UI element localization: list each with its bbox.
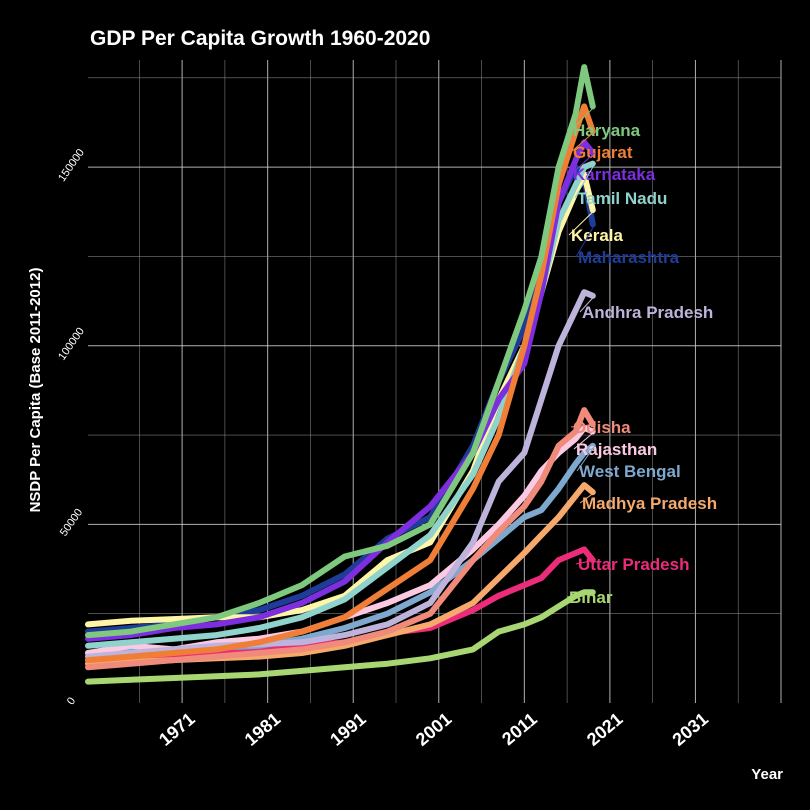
series-label-rajasthan: Rajasthan: [576, 440, 657, 459]
chart-title: GDP Per Capita Growth 1960-2020: [90, 27, 430, 50]
label-connector: [570, 152, 596, 175]
label-connector: [570, 106, 596, 131]
x-axis-label: Year: [751, 766, 783, 783]
series-line-odisha: [85, 407, 596, 671]
x-tick-labels: 1971 1981 1991 2001 2011 2021 2031: [155, 709, 712, 750]
label-connector: [579, 491, 596, 504]
label-connector: [579, 295, 596, 313]
x-tick-label: 1971: [155, 709, 199, 750]
label-connector: [574, 163, 596, 199]
series-label-andhra-pradesh: Andhra Pradesh: [582, 303, 713, 322]
series-end-labels: Haryana Gujarat Karnataka Tamil Nadu Kerala M…: [566, 106, 717, 607]
y-tick-label: 50000: [58, 507, 85, 539]
y-axis-label: NSDP Per Capita (Base 2011-2012): [27, 268, 44, 513]
series-lines: [85, 64, 596, 685]
label-connector: [570, 423, 595, 428]
series-label-madhya-pradesh: Madhya Pradesh: [582, 494, 717, 513]
x-tick-label: 2011: [498, 709, 541, 749]
y-tick-labels: 0 50000 100000 150000: [56, 147, 87, 707]
series-label-kerala: Kerala: [571, 226, 624, 245]
x-tick-label: 1991: [326, 709, 370, 750]
y-tick-label: 100000: [56, 326, 87, 363]
x-tick-label: 1981: [241, 709, 285, 750]
series-label-haryana: Haryana: [573, 121, 641, 140]
series-label-maharashtra: Maharashtra: [578, 248, 680, 267]
label-connector: [575, 224, 596, 258]
series-label-odisha: Odisha: [573, 418, 631, 437]
series-line-bihar: [85, 589, 596, 685]
series-line-uttar-pradesh: [85, 546, 596, 664]
series-label-karnataka: Karnataka: [573, 165, 656, 184]
series-label-west-bengal: West Bengal: [579, 462, 681, 481]
label-connector: [576, 445, 596, 472]
series-line-haryana: [85, 64, 596, 639]
label-connector: [566, 591, 595, 598]
series-label-uttar-pradesh: Uttar Pradesh: [578, 555, 689, 574]
series-line-karnataka: [85, 139, 596, 642]
series-line-andhra-pradesh: [85, 289, 596, 660]
label-connector: [573, 431, 596, 450]
x-tick-label: 2001: [412, 709, 456, 750]
series-label-tamil-nadu: Tamil Nadu: [577, 189, 667, 208]
label-connector: [570, 131, 596, 153]
series-label-bihar: Bihar: [569, 588, 613, 607]
series-line-tamil-nadu: [85, 160, 596, 649]
label-connector: [568, 209, 596, 236]
series-line-gujarat: [85, 103, 596, 664]
label-connector: [575, 559, 595, 565]
y-tick-label: 150000: [56, 147, 87, 184]
y-tick-label: 0: [65, 695, 78, 707]
x-tick-label: 2031: [668, 709, 712, 750]
x-tick-label: 2021: [583, 709, 627, 750]
series-label-gujarat: Gujarat: [573, 143, 633, 162]
